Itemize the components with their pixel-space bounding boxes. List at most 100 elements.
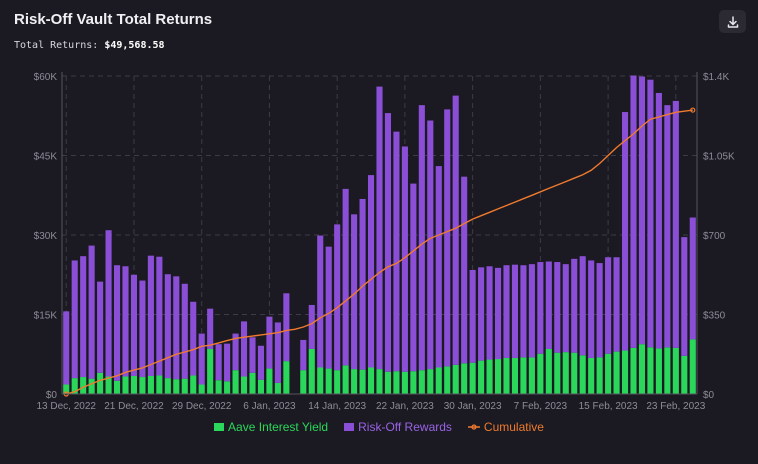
bar-rewards [427, 120, 434, 370]
cumulative-point [690, 107, 696, 113]
bar-yield [503, 357, 510, 394]
y-left-tick-label: $45K [34, 152, 58, 163]
y-right-tick-label: $1.05K [703, 152, 735, 163]
bar-yield [452, 364, 459, 394]
bar-rewards [520, 265, 527, 358]
bar-rewards [317, 235, 324, 368]
bar-rewards [384, 113, 392, 372]
bar-rewards [249, 337, 256, 373]
bar-yield [300, 370, 307, 394]
bar-rewards [342, 188, 349, 366]
bar-rewards [88, 245, 95, 379]
bar-yield [401, 371, 408, 394]
bar-yield [630, 347, 637, 394]
bar-yield [596, 357, 603, 394]
bar-rewards [655, 92, 662, 349]
total-returns: Total Returns: $49,568.58 [14, 40, 165, 51]
bar-yield [647, 347, 654, 394]
bar-yield [664, 347, 671, 394]
bar-yield [638, 344, 646, 394]
y-right-tick-label: $350 [703, 311, 726, 322]
x-tick-label: 6 Jan, 2023 [243, 401, 296, 412]
x-tick-label: 13 Dec, 2022 [36, 401, 96, 412]
bar-yield [130, 375, 138, 394]
legend-item-yield[interactable]: Aave Interest Yield [214, 420, 328, 434]
legend-label-yield: Aave Interest Yield [228, 420, 329, 434]
bar-rewards [503, 265, 510, 358]
bar-yield [122, 376, 129, 394]
bar-yield [342, 365, 349, 394]
bar-rewards [435, 166, 442, 368]
bar-rewards [554, 262, 561, 353]
legend-item-rewards[interactable]: Risk-Off Rewards [344, 420, 452, 434]
bar-yield [571, 352, 578, 394]
bar-rewards [147, 255, 154, 376]
bar-yield [274, 382, 281, 394]
bar-yield [334, 370, 341, 394]
bar-rewards [351, 214, 358, 370]
bar-rewards [410, 183, 417, 372]
bar-rewards [325, 246, 332, 369]
y-right-tick-label: $0 [703, 390, 715, 401]
bar-rewards [300, 339, 307, 371]
bar-rewards [224, 343, 231, 382]
bar-yield [410, 371, 417, 394]
bar-rewards [469, 269, 476, 363]
bar-yield [655, 348, 662, 394]
bar-yield [113, 380, 121, 394]
bar-yield [224, 381, 231, 394]
bar-rewards [418, 105, 425, 371]
bar-yield [427, 369, 434, 394]
axes: $0 $15K $30K $45K $60K $0 $350 $700 $1.05K $1.4K 1… [34, 72, 735, 412]
bar-rewards [478, 267, 485, 361]
bar-yield [173, 379, 180, 394]
bar-yield [359, 369, 366, 394]
x-tick-label: 14 Jan, 2023 [308, 401, 366, 412]
bar-yield [469, 362, 476, 394]
bar-rewards [461, 176, 468, 364]
bar-rewards [274, 322, 281, 383]
bar-yield [232, 370, 239, 394]
bar-rewards [588, 260, 595, 358]
bar-rewards [689, 217, 696, 340]
download-button[interactable] [719, 10, 746, 33]
bar-yield [249, 372, 256, 394]
bar-yield [181, 378, 188, 394]
x-tick-label: 22 Jan, 2023 [376, 401, 434, 412]
y-left-tick-label: $60K [34, 72, 58, 83]
bar-yield [215, 380, 222, 394]
bar-yield [605, 353, 612, 394]
bar-yield [317, 367, 324, 394]
bar-series [63, 75, 696, 394]
bar-rewards [393, 131, 400, 372]
bar-rewards [113, 265, 121, 381]
bar-rewards [494, 267, 502, 360]
bar-yield [689, 339, 696, 394]
bar-rewards [257, 345, 265, 380]
bar-rewards [596, 263, 603, 358]
bar-yield [71, 378, 78, 394]
bar-yield [190, 375, 197, 394]
bar-rewards [240, 321, 248, 377]
bar-rewards [232, 333, 239, 371]
legend-item-cumulative[interactable]: Cumulative [467, 420, 544, 434]
bar-rewards [283, 293, 290, 362]
bar-yield [384, 371, 392, 394]
bar-yield [444, 366, 451, 394]
bar-yield [325, 368, 332, 394]
bar-yield [198, 384, 205, 394]
bar-rewards [207, 308, 214, 349]
bar-rewards [139, 280, 146, 378]
bar-yield [147, 375, 154, 394]
bar-rewards [647, 79, 654, 348]
bar-rewards [266, 316, 273, 369]
bar-yield [621, 350, 629, 394]
y-left-tick-label: $30K [34, 231, 58, 242]
legend-swatch-cumulative [467, 424, 480, 430]
bar-yield [435, 367, 442, 394]
legend-label-rewards: Risk-Off Rewards [358, 420, 452, 434]
bar-rewards [181, 283, 188, 379]
bar-rewards [164, 274, 171, 379]
bar-rewards [308, 304, 315, 349]
